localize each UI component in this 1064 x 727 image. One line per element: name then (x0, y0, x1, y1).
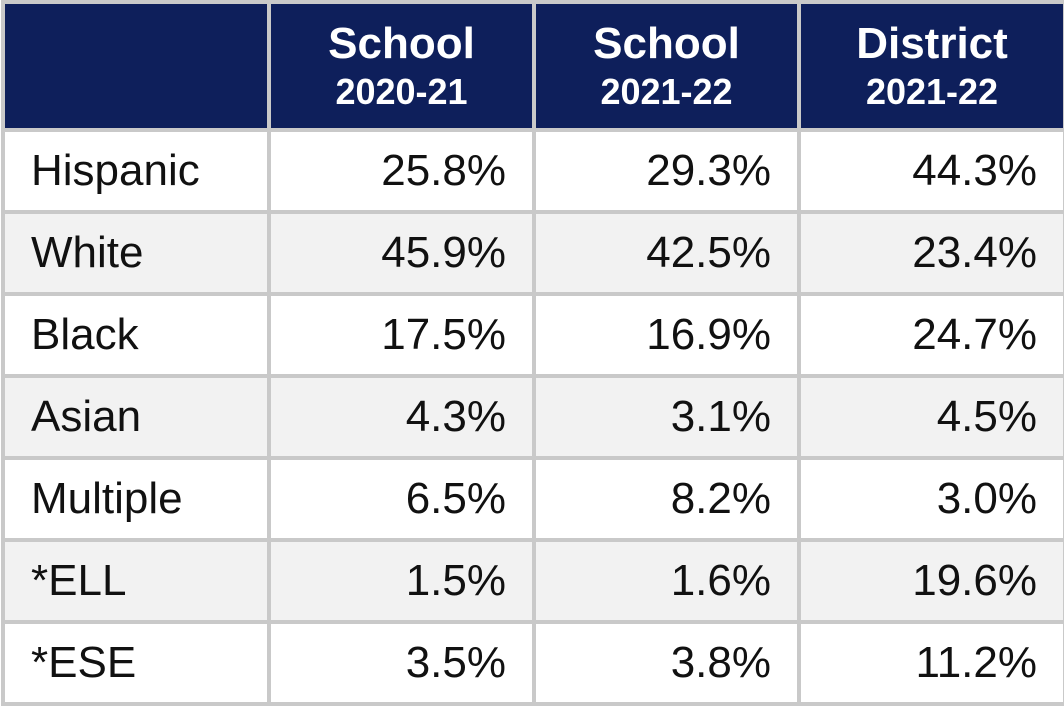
table-row: *ESE 3.5% 3.8% 11.2% (1, 620, 1064, 706)
cell-value: 1.6% (532, 538, 801, 624)
table-row: Multiple 6.5% 8.2% 3.0% (1, 456, 1064, 542)
cell-value: 3.1% (532, 374, 801, 460)
table-row: Black 17.5% 16.9% 24.7% (1, 292, 1064, 378)
cell-value: 3.0% (797, 456, 1064, 542)
cell-value: 4.3% (267, 374, 536, 460)
cell-value: 3.5% (267, 620, 536, 706)
row-label: Black (1, 292, 271, 378)
demographics-table: School 2020-21 School 2021-22 District 2021-2… (1, 0, 1064, 706)
cell-value: 16.9% (532, 292, 801, 378)
row-label: Hispanic (1, 128, 271, 214)
table-row: White 45.9% 42.5% 23.4% (1, 210, 1064, 296)
cell-value: 3.8% (532, 620, 801, 706)
table-row: Asian 4.3% 3.1% 4.5% (1, 374, 1064, 460)
column-header: District 2021-22 (797, 0, 1064, 132)
column-header: School 2020-21 (267, 0, 536, 132)
cell-value: 17.5% (267, 292, 536, 378)
cell-value: 23.4% (797, 210, 1064, 296)
cell-value: 29.3% (532, 128, 801, 214)
column-header: School 2021-22 (532, 0, 801, 132)
row-label: *ESE (1, 620, 271, 706)
cell-value: 19.6% (797, 538, 1064, 624)
column-subtitle: 2021-22 (865, 71, 999, 113)
cell-value: 1.5% (267, 538, 536, 624)
header-corner (1, 0, 271, 132)
cell-value: 44.3% (797, 128, 1064, 214)
cell-value: 24.7% (797, 292, 1064, 378)
cell-value: 42.5% (532, 210, 801, 296)
cell-value: 8.2% (532, 456, 801, 542)
cell-value: 25.8% (267, 128, 536, 214)
column-title: School (593, 19, 740, 68)
column-subtitle: 2021-22 (600, 71, 733, 113)
row-label: *ELL (1, 538, 271, 624)
column-title: School (328, 19, 475, 68)
cell-value: 6.5% (267, 456, 536, 542)
cell-value: 11.2% (797, 620, 1064, 706)
column-subtitle: 2020-21 (335, 71, 468, 113)
row-label: Multiple (1, 456, 271, 542)
row-label: Asian (1, 374, 271, 460)
cell-value: 4.5% (797, 374, 1064, 460)
table-row: Hispanic 25.8% 29.3% 44.3% (1, 128, 1064, 214)
row-label: White (1, 210, 271, 296)
cell-value: 45.9% (267, 210, 536, 296)
column-title: District (856, 19, 1008, 68)
table-body: Hispanic 25.8% 29.3% 44.3% White 45.9% 42.5% 23… (1, 128, 1064, 706)
header-row: School 2020-21 School 2021-22 District 2021-2… (1, 0, 1064, 132)
table-row: *ELL 1.5% 1.6% 19.6% (1, 538, 1064, 624)
